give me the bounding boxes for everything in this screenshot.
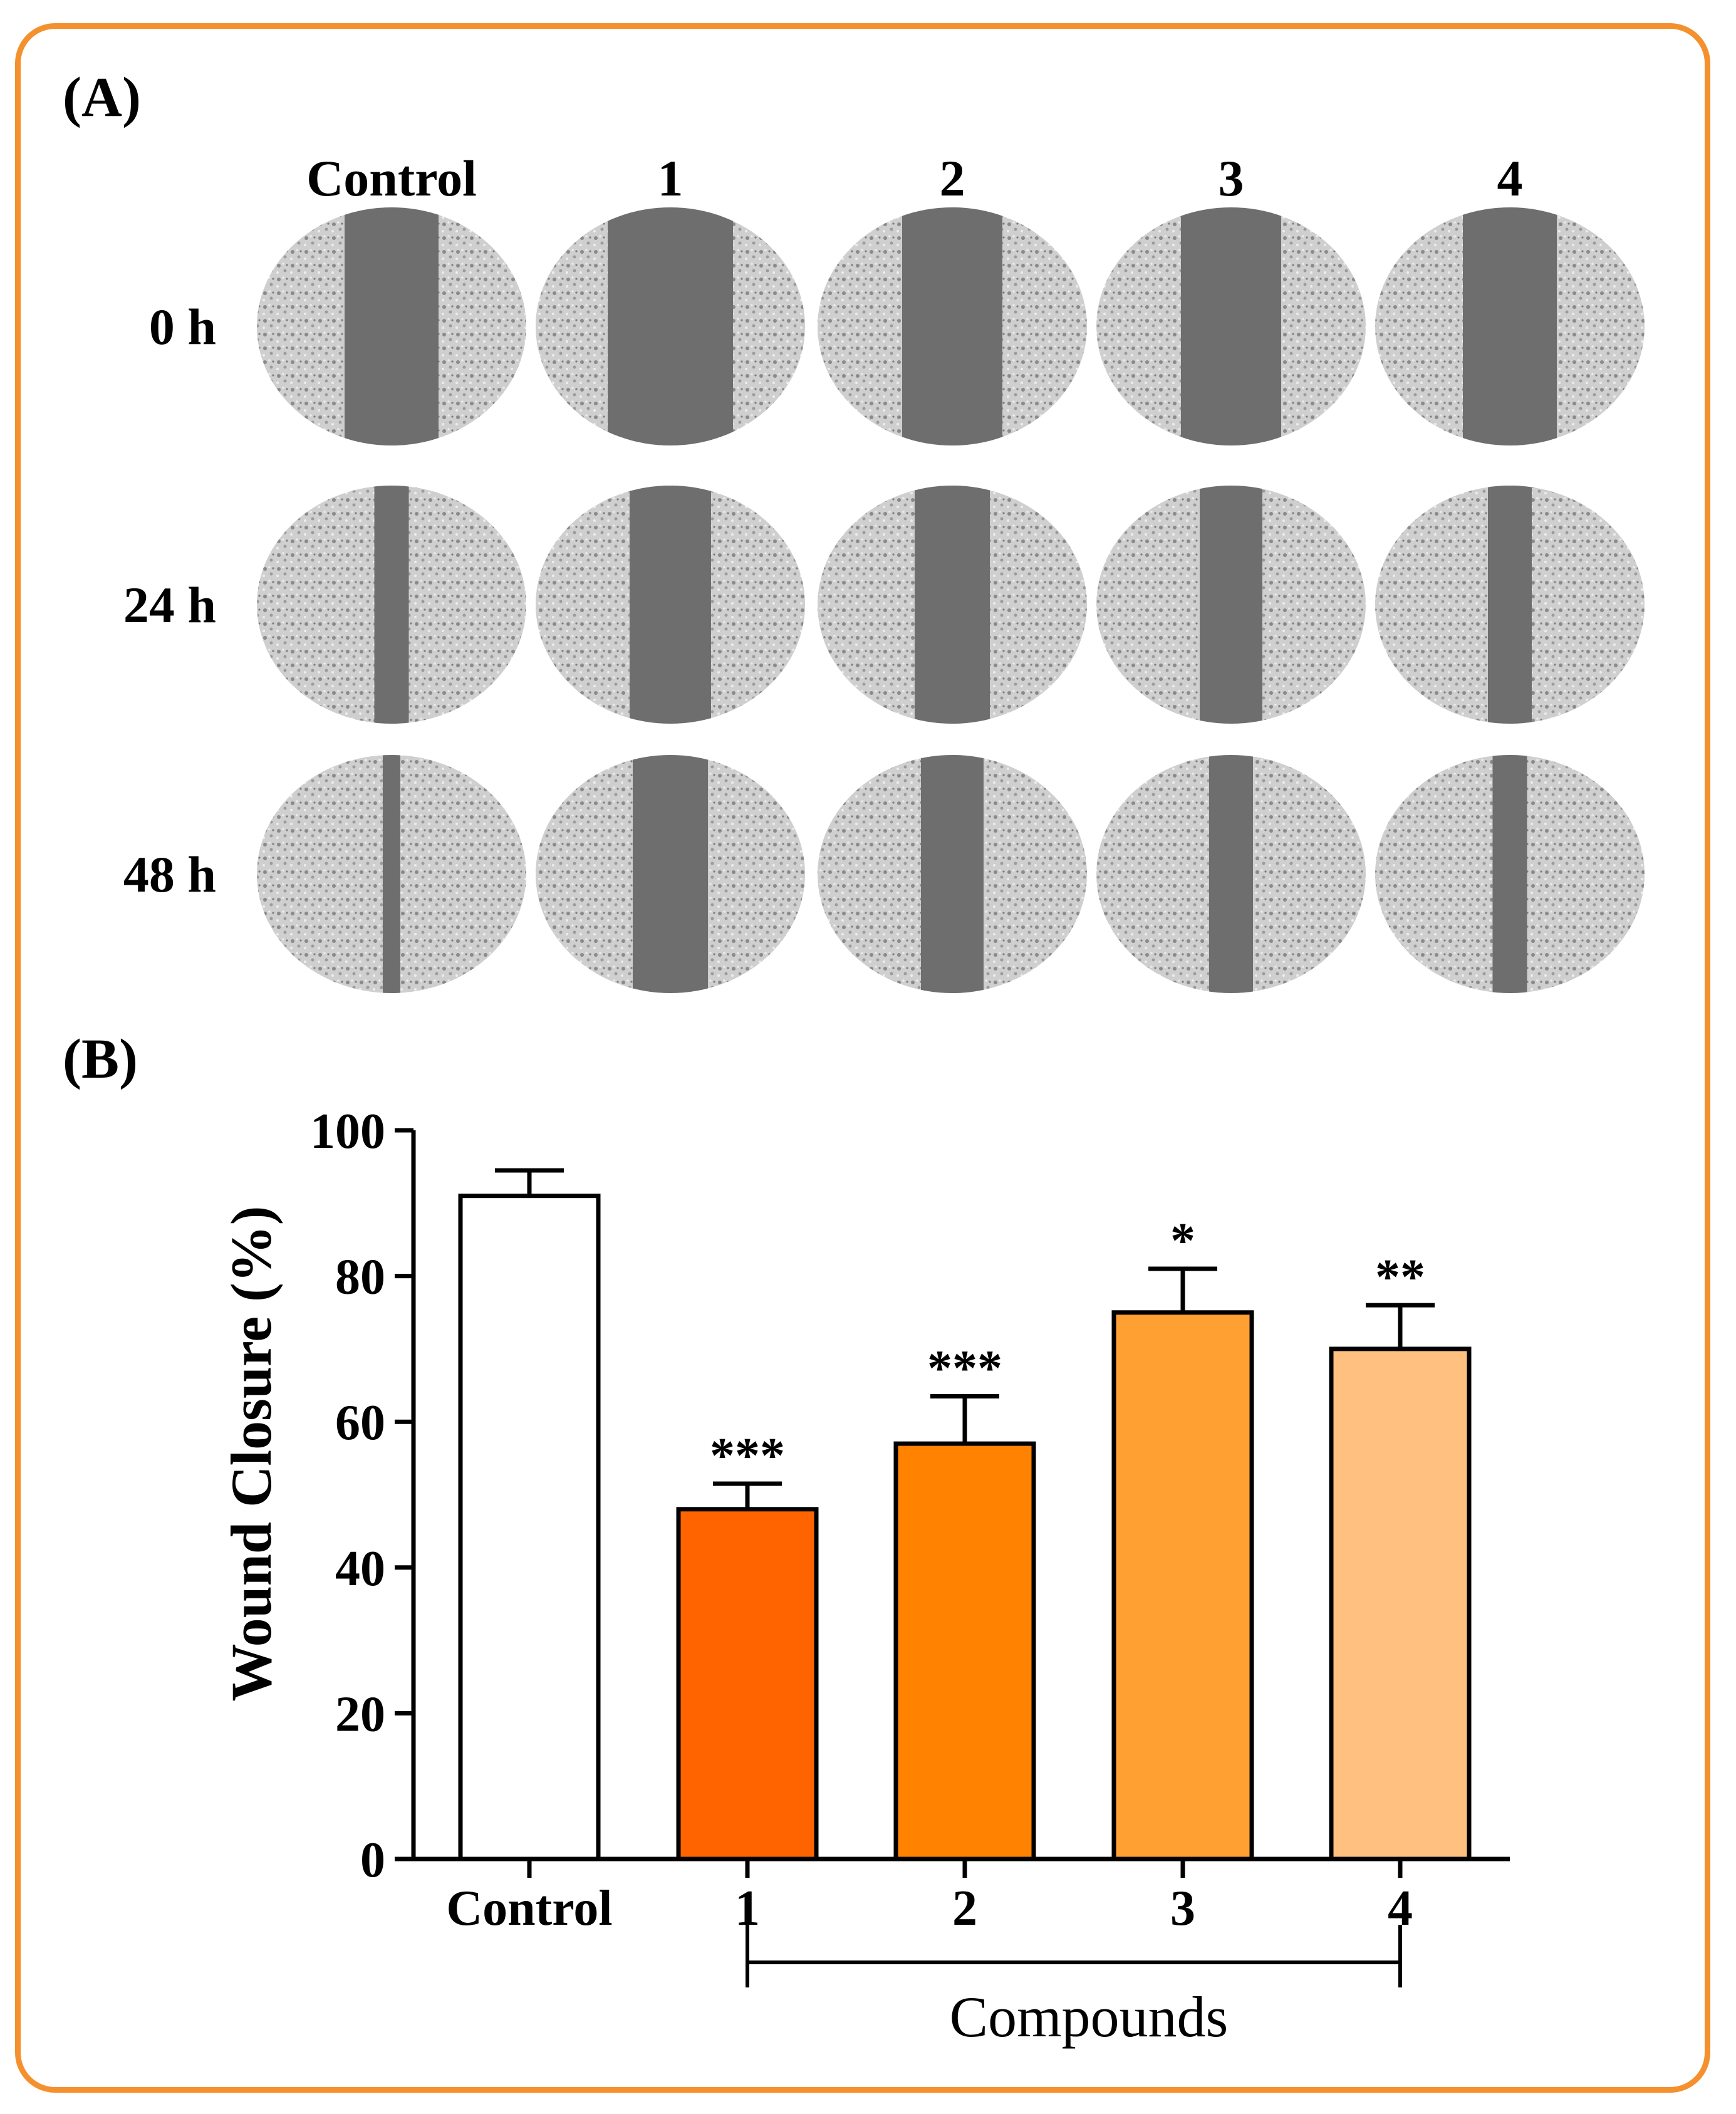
wound-gap (1209, 755, 1253, 993)
y-tick-label: 80 (335, 1250, 385, 1305)
bar-1 (676, 1507, 819, 1861)
row-header-24h: 24 h (123, 576, 216, 633)
significance-label: *** (927, 1341, 1002, 1396)
column-header-4: 4 (1497, 150, 1523, 207)
column-header-control: Control (306, 150, 477, 207)
wound-gap (1181, 207, 1281, 445)
wound-gap (630, 486, 711, 724)
wound-image-4-48h (1375, 755, 1645, 993)
bar-group-2: *** (893, 1341, 1036, 1861)
x-tick-label: Control (446, 1881, 612, 1936)
bar-group-3: * (1111, 1214, 1254, 1861)
compounds-bracket: Compounds (746, 1925, 1402, 2049)
column-header-2: 2 (940, 150, 965, 207)
wound-gap (921, 755, 984, 993)
y-axis-label: Wound Closure (%) (219, 1206, 283, 1702)
column-header-1: 1 (658, 150, 683, 207)
compounds-label: Compounds (950, 1985, 1229, 2049)
wound-image-3-0h (1096, 207, 1366, 445)
bar-3 (1111, 1310, 1254, 1861)
bars: ********* (458, 1168, 1472, 1861)
wound-gap (1200, 486, 1262, 724)
wound-image-control-48h (257, 755, 526, 993)
wound-image-1-0h (536, 207, 805, 445)
y-tick-label: 100 (310, 1104, 385, 1159)
wound-image-control-24h (257, 486, 526, 724)
wound-gap (902, 207, 1002, 445)
wound-image-2-48h (818, 755, 1087, 993)
y-tick-label: 0 (360, 1833, 385, 1888)
figure-frame (15, 23, 1710, 2093)
row-headers: 0 h 24 h 48 h (123, 298, 216, 903)
wound-image-4-0h (1375, 207, 1645, 445)
wound-image-control-0h (257, 207, 526, 445)
wound-gap (383, 755, 400, 993)
bar-group-control (458, 1168, 601, 1861)
bar-group-1: *** (676, 1429, 819, 1861)
x-axis: Control 1 2 3 4 (413, 1856, 1510, 1936)
wound-image-1-48h (536, 755, 805, 993)
wound-image-4-24h (1375, 486, 1645, 724)
bar-group-4: ** (1329, 1250, 1472, 1861)
x-tick-label: 2 (952, 1881, 977, 1936)
wound-gap (1488, 486, 1532, 724)
row-header-48h: 48 h (123, 846, 216, 903)
y-axis: 0 20 40 60 80 100 (310, 1104, 416, 1888)
wound-gap (915, 486, 990, 724)
wound-gap (374, 486, 409, 724)
significance-label: *** (710, 1429, 785, 1484)
wound-gap (1463, 207, 1557, 445)
wound-gap (1492, 755, 1527, 993)
bar-control (458, 1194, 601, 1861)
wound-image-2-24h (818, 486, 1087, 724)
y-tick-label: 60 (335, 1395, 385, 1450)
wound-assay-grid (257, 207, 1645, 993)
y-tick-label: 40 (335, 1541, 385, 1596)
significance-label: * (1170, 1214, 1195, 1269)
wound-image-1-24h (536, 486, 805, 724)
panel-a-label: (A) (63, 66, 141, 128)
panel-b-label: (B) (63, 1028, 138, 1090)
wound-gap (345, 207, 439, 445)
wound-gap (633, 755, 708, 993)
wound-image-3-24h (1096, 486, 1366, 724)
wound-image-2-0h (818, 207, 1087, 445)
column-header-3: 3 (1219, 150, 1244, 207)
significance-label: ** (1375, 1250, 1425, 1305)
bar-2 (893, 1441, 1036, 1861)
wound-image-3-48h (1096, 755, 1366, 993)
row-header-0h: 0 h (149, 298, 216, 355)
x-tick-label: 3 (1170, 1881, 1195, 1936)
column-headers: Control 1 2 3 4 (306, 150, 1522, 207)
y-tick-label: 20 (335, 1687, 385, 1742)
bar-4 (1329, 1346, 1472, 1861)
wound-gap (608, 207, 733, 445)
